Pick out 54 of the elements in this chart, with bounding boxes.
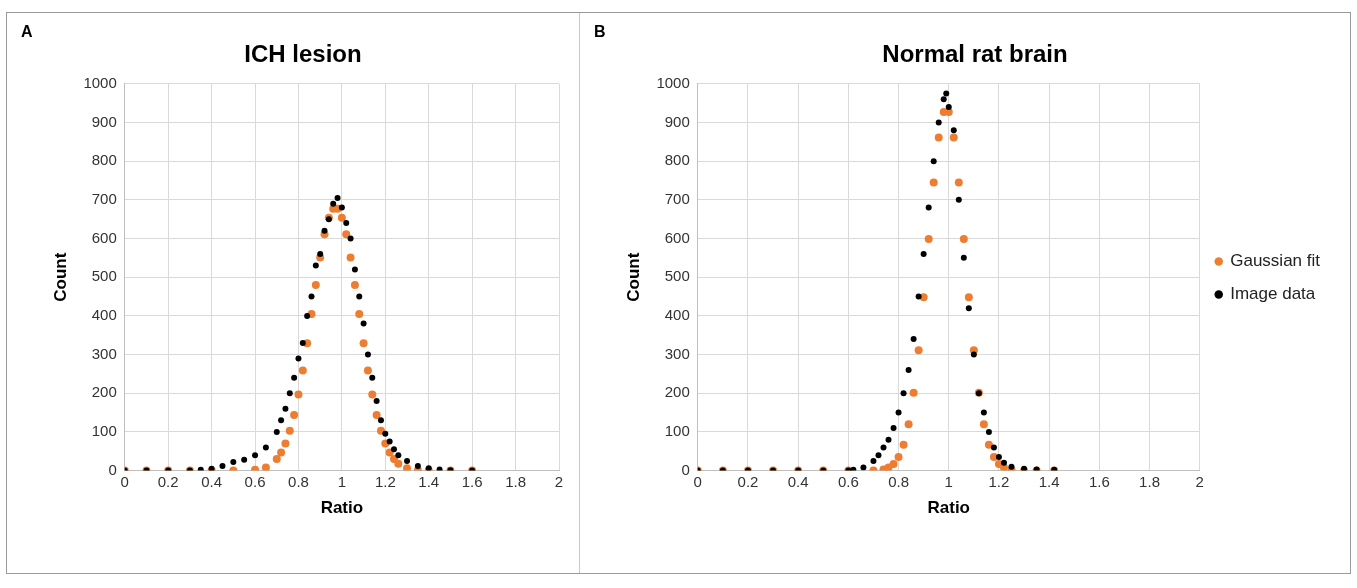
y-tick-label: 700 — [91, 189, 117, 207]
x-axis-title: Ratio — [927, 498, 970, 518]
x-tick-label: 1.2 — [374, 472, 396, 490]
x-tick-label: 0.8 — [888, 472, 909, 490]
y-tick-label: 100 — [91, 422, 117, 440]
y-tick-label: 300 — [664, 344, 690, 362]
x-tick-label: 0.2 — [157, 472, 179, 490]
x-tick-label: 1.6 — [461, 472, 483, 490]
x-tick-label: 1.4 — [418, 472, 440, 490]
y-tick-label: 700 — [664, 189, 690, 207]
y-tick-label: 0 — [108, 460, 117, 478]
text: A — [21, 23, 33, 41]
y-tick-label: 300 — [91, 344, 117, 362]
y-tick-label: 200 — [91, 383, 117, 401]
x-axis-title: Ratio — [320, 498, 364, 518]
legend-label: Image data — [1230, 284, 1316, 304]
y-tick-label: 900 — [664, 112, 690, 130]
x-tick-label: 0.4 — [201, 472, 223, 490]
x-tick-label: 0.2 — [737, 472, 759, 490]
x-tick-label: 0 — [120, 472, 129, 490]
y-tick-label: 500 — [91, 267, 117, 285]
y-tick-label: 800 — [91, 151, 117, 169]
x-tick-label: 0.8 — [288, 472, 309, 490]
x-tick-label: 1 — [944, 472, 953, 490]
y-tick-label: 600 — [664, 228, 690, 246]
x-tick-label: 0.4 — [787, 472, 809, 490]
x-tick-label: 1.6 — [1088, 472, 1110, 490]
chart-title: Normal rat brain — [882, 40, 1068, 68]
y-tick-label: 400 — [91, 306, 117, 324]
y-tick-label: 500 — [664, 267, 690, 285]
text: B — [594, 23, 606, 41]
x-tick-label: 0 — [693, 472, 702, 490]
y-axis-title: Count — [50, 252, 70, 302]
y-tick-label: 200 — [664, 383, 690, 401]
x-tick-label: 1 — [337, 472, 347, 490]
x-tick-label: 2 — [554, 472, 564, 490]
x-tick-label: 1.2 — [988, 472, 1010, 490]
y-tick-label: 0 — [681, 460, 690, 478]
y-tick-label: 900 — [91, 112, 117, 130]
legend-label: Gaussian fit — [1230, 251, 1321, 271]
y-tick-label: 100 — [664, 422, 690, 440]
chart-title: ICH lesion — [244, 40, 362, 68]
x-tick-label: 1.4 — [1038, 472, 1060, 490]
y-tick-label: 1000 — [656, 73, 690, 91]
x-tick-label: 0.6 — [837, 472, 859, 490]
y-tick-label: 400 — [664, 306, 690, 324]
y-tick-label: 1000 — [83, 73, 117, 91]
x-tick-label: 0.6 — [244, 472, 266, 490]
y-tick-label: 600 — [91, 228, 117, 246]
y-tick-label: 800 — [664, 151, 690, 169]
y-axis-title: Count — [623, 252, 643, 302]
x-tick-label: 1.8 — [505, 472, 527, 490]
x-tick-label: 2 — [1195, 472, 1204, 490]
x-tick-label: 1.8 — [1139, 472, 1160, 490]
